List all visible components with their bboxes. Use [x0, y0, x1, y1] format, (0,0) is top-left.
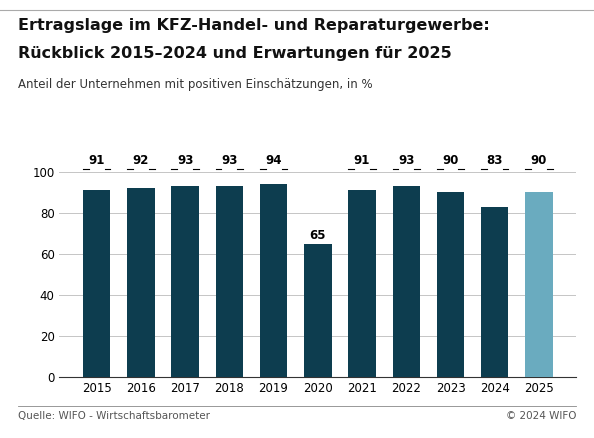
Text: 90: 90	[531, 154, 547, 167]
Text: Quelle: WIFO - Wirtschaftsbarometer: Quelle: WIFO - Wirtschaftsbarometer	[18, 411, 210, 421]
Bar	[393, 186, 420, 377]
Bar	[171, 186, 199, 377]
Text: Anteil der Unternehmen mit positiven Einschätzungen, in %: Anteil der Unternehmen mit positiven Ein…	[18, 78, 372, 91]
Text: 92: 92	[132, 154, 149, 167]
Text: 93: 93	[221, 154, 238, 167]
Bar	[260, 184, 287, 377]
Bar	[83, 191, 110, 377]
Bar	[216, 186, 243, 377]
Bar	[525, 192, 552, 377]
Text: 93: 93	[177, 154, 193, 167]
Text: 90: 90	[443, 154, 459, 167]
Text: © 2024 WIFO: © 2024 WIFO	[505, 411, 576, 421]
Bar	[481, 207, 508, 377]
Text: Ertragslage im KFZ-Handel- und Reparaturgewerbe:: Ertragslage im KFZ-Handel- und Reparatur…	[18, 18, 489, 32]
Bar	[348, 191, 376, 377]
Text: 91: 91	[89, 154, 105, 167]
Text: 94: 94	[266, 154, 282, 167]
Text: 65: 65	[309, 229, 326, 242]
Text: 83: 83	[486, 154, 503, 167]
Text: 91: 91	[354, 154, 370, 167]
Bar	[127, 188, 154, 377]
Bar	[437, 192, 465, 377]
Text: 93: 93	[398, 154, 415, 167]
Bar	[304, 244, 331, 377]
Text: Rückblick 2015–2024 und Erwartungen für 2025: Rückblick 2015–2024 und Erwartungen für …	[18, 46, 451, 61]
